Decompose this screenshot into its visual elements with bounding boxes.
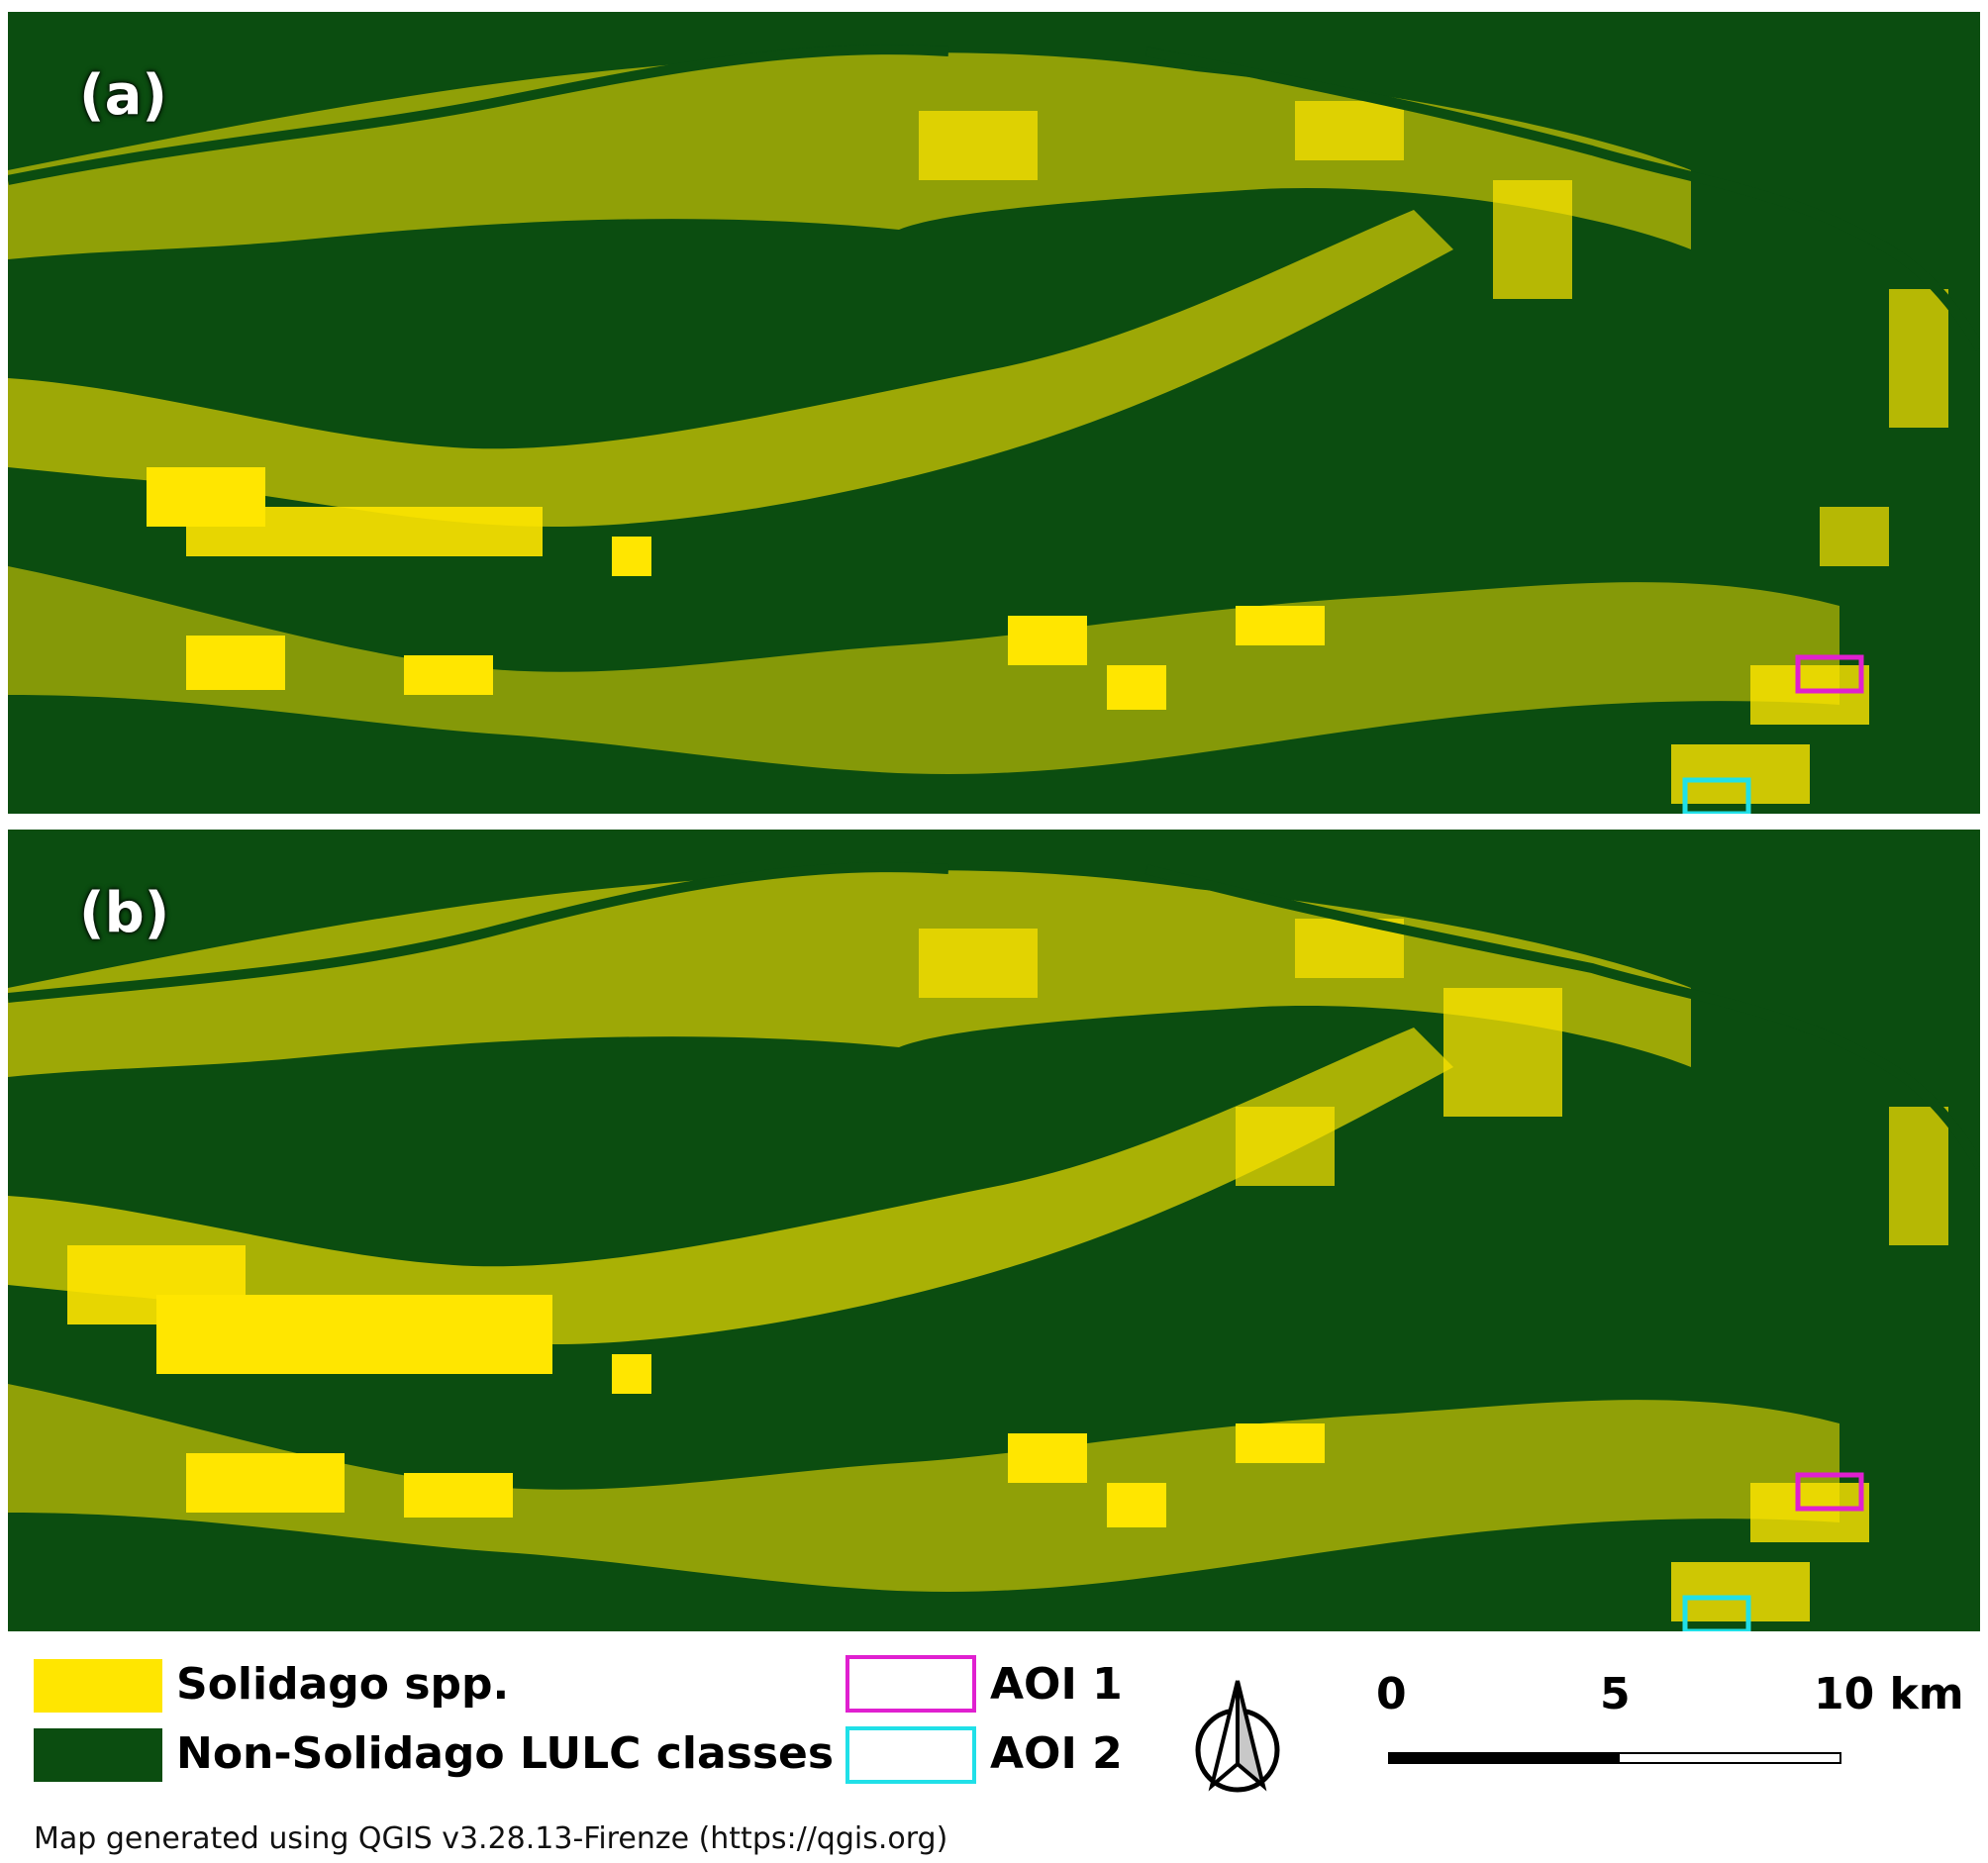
legend-aoi1-box (845, 1655, 976, 1713)
scale-bar-white (1618, 1752, 1841, 1764)
map-panel-a: (a) (8, 12, 1980, 814)
map-credit: Map generated using QGIS v3.28.13-Firenz… (34, 1821, 948, 1856)
legend-swatch-non-solidago (34, 1728, 162, 1782)
legend-label-solidago: Solidago spp. (176, 1659, 510, 1710)
legend-label-non-solidago: Non-Solidago LULC classes (176, 1728, 835, 1779)
panel-label-a: (a) (79, 63, 167, 128)
legend-label-aoi1: AOI 1 (990, 1659, 1123, 1710)
scale-bar-black (1388, 1752, 1618, 1764)
legend-label-aoi2: AOI 2 (990, 1728, 1123, 1779)
classification-map-a (8, 45, 1980, 814)
classification-map-b (8, 862, 1980, 1631)
panel-label-b: (b) (79, 881, 170, 945)
map-panel-b: (b) (8, 830, 1980, 1631)
scale-tick-5: 5 (1600, 1669, 1631, 1719)
north-arrow-icon (1195, 1680, 1280, 1793)
legend: Solidago spp. Non-Solidago LULC classes … (0, 1643, 1988, 1863)
scale-tick-0: 0 (1376, 1669, 1407, 1719)
scale-tick-10km: 10 km (1814, 1669, 1964, 1719)
legend-swatch-solidago (34, 1659, 162, 1713)
legend-aoi2-box (845, 1726, 976, 1784)
